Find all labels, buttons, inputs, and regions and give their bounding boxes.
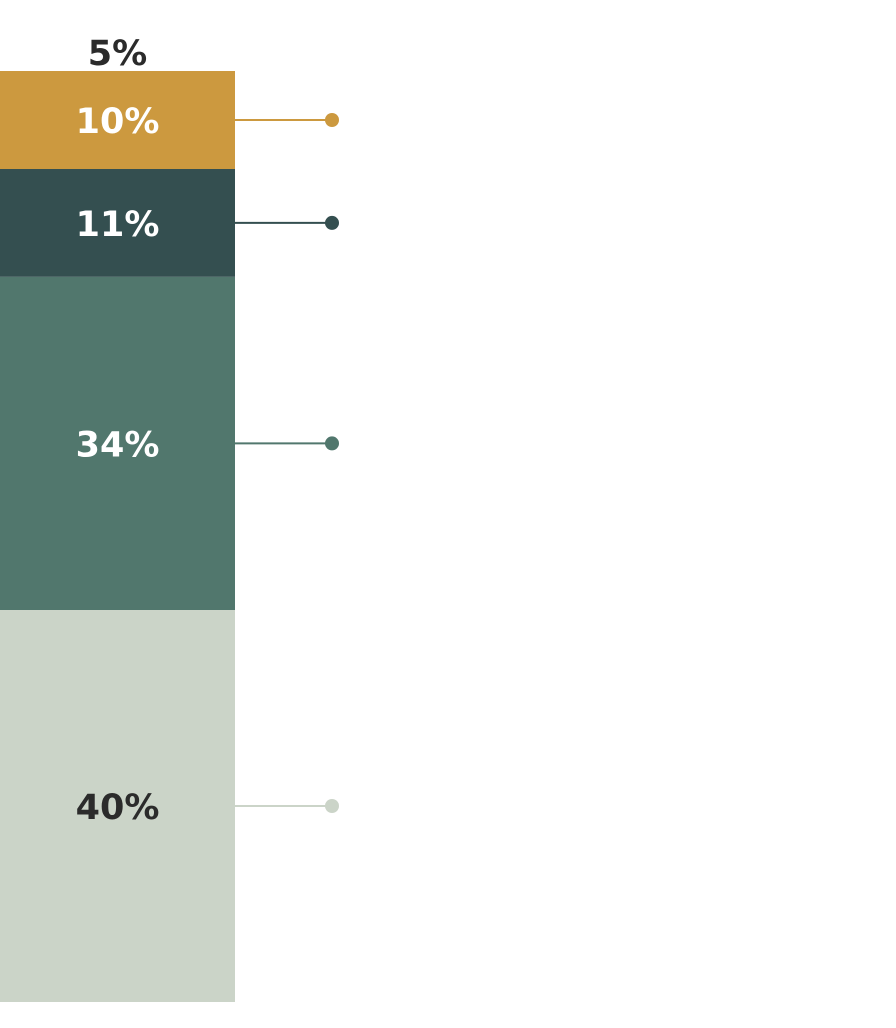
data-label-1: 10% bbox=[76, 102, 160, 142]
connector-dot-1 bbox=[325, 113, 339, 127]
data-label-2: 11% bbox=[76, 205, 160, 245]
bar-segment-3 bbox=[0, 276, 235, 610]
bar-segment-4 bbox=[0, 610, 235, 1002]
data-label-0: 5% bbox=[88, 34, 147, 74]
connector-dot-2 bbox=[325, 215, 339, 230]
data-label-4: 40% bbox=[76, 788, 160, 828]
connector-dot-4 bbox=[325, 799, 339, 813]
connector-dot-3 bbox=[325, 436, 339, 451]
data-label-3: 34% bbox=[76, 425, 160, 465]
bar-segment-1 bbox=[0, 71, 235, 169]
bar-segment-2 bbox=[0, 169, 235, 277]
